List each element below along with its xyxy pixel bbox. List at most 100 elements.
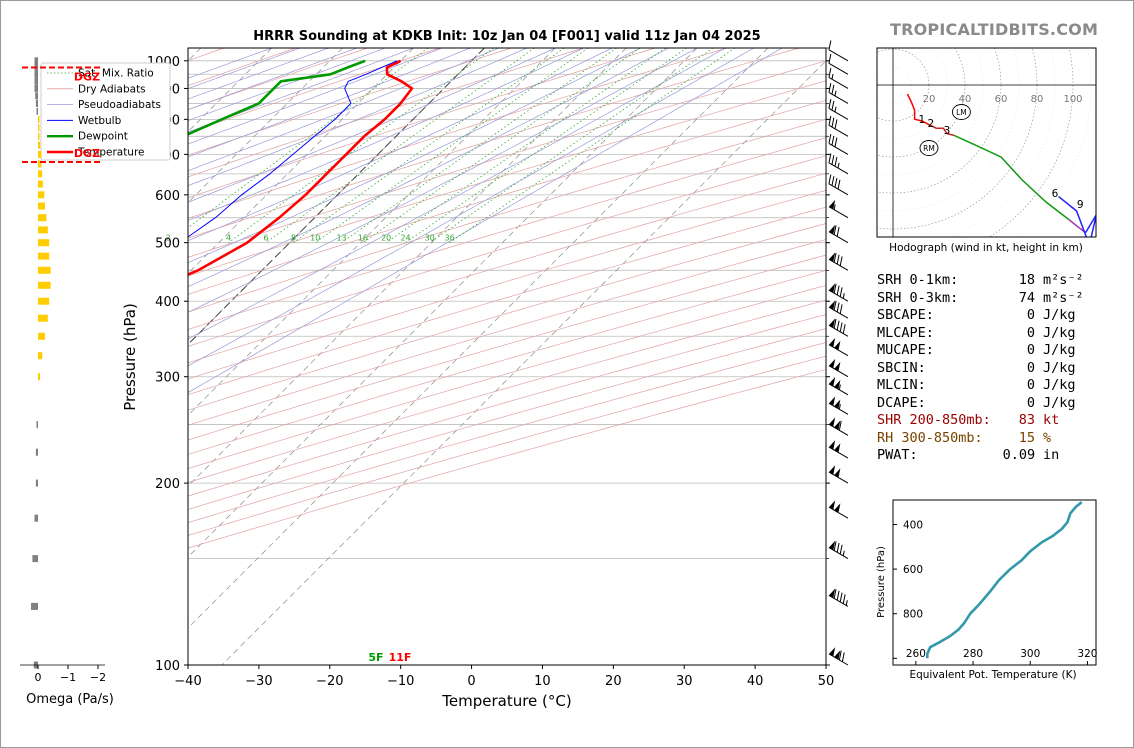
omega-bar xyxy=(36,107,38,115)
omega-bar xyxy=(38,226,48,234)
storm-motion-label: LM xyxy=(956,108,967,117)
dry-adiabat xyxy=(188,118,826,313)
barb-full xyxy=(838,650,842,661)
xtick-label: 40 xyxy=(747,674,764,689)
isotherm xyxy=(188,48,698,558)
omega-bar xyxy=(38,180,43,188)
barb-shaft xyxy=(828,142,849,155)
legend-box xyxy=(40,62,171,161)
mixing-ratio-line xyxy=(362,48,641,244)
hodograph-frame xyxy=(876,47,1097,238)
index-unit: in xyxy=(1043,447,1060,463)
omega-bar xyxy=(34,514,38,522)
barb-shaft xyxy=(828,62,849,75)
dry-adiabat xyxy=(188,48,800,239)
omega-bar xyxy=(38,115,40,123)
theta-e-line xyxy=(925,501,1083,659)
index-label: SBCIN: xyxy=(877,359,926,376)
barb-flag xyxy=(834,443,841,453)
barb-shaft xyxy=(828,402,849,415)
barb-half xyxy=(845,600,848,606)
index-row: SRH 0-3km: 74 m²s⁻² xyxy=(877,290,1127,308)
hodograph-height-label: 6 xyxy=(1052,188,1059,200)
xtick-label: 10 xyxy=(534,674,551,689)
series-dewpoint xyxy=(188,59,366,136)
wind-barb xyxy=(828,318,849,337)
barb-full xyxy=(828,68,832,78)
barb-shaft xyxy=(828,383,849,396)
hodograph-segment xyxy=(1068,219,1087,234)
hodograph-height-label: 9 xyxy=(1077,199,1084,211)
barb-full xyxy=(828,40,832,50)
dry-adiabat xyxy=(188,155,826,347)
ytick-label: 100 xyxy=(155,659,180,674)
skewt-profiles xyxy=(188,59,414,276)
dry-adiabat xyxy=(188,60,826,258)
wind-barb xyxy=(828,540,849,560)
index-label: MLCIN: xyxy=(877,377,926,393)
mixing-ratio-line xyxy=(341,48,617,244)
dry-adiabat xyxy=(188,239,826,426)
dry-adiabat xyxy=(188,48,512,156)
barb-full xyxy=(839,256,843,266)
wind-barb xyxy=(828,337,849,357)
barb-flag xyxy=(834,340,841,351)
barb-full xyxy=(836,302,840,313)
omega-bar xyxy=(34,57,38,65)
pseudoadiabat xyxy=(188,48,357,111)
barb-shaft xyxy=(828,653,849,666)
hodograph-height-label: 2 xyxy=(927,118,934,130)
chart-title: HRRR Sounding at KDKB Init: 10z Jan 04 [… xyxy=(253,29,760,44)
barb-shaft xyxy=(828,547,849,560)
barb-full xyxy=(828,99,832,109)
barb-shaft xyxy=(828,49,849,62)
barb-half xyxy=(842,293,845,299)
dgz-label: DGZ xyxy=(74,147,100,160)
pseudoadiabat xyxy=(188,48,641,264)
wind-barb xyxy=(828,174,849,196)
omega-bar xyxy=(38,170,43,178)
dry-adiabat xyxy=(188,137,826,330)
xtick-label: −40 xyxy=(174,674,201,689)
ytick-label: 600 xyxy=(155,189,180,204)
dry-adiabat xyxy=(188,99,826,295)
barb-shaft xyxy=(828,107,849,120)
barb-shaft xyxy=(828,446,849,459)
barb-half xyxy=(838,384,841,390)
wind-barb xyxy=(828,40,849,62)
dry-adiabat xyxy=(188,48,584,178)
skewt-axes: 1002003004005006007008009001000−40−30−20… xyxy=(147,47,834,689)
mixing-ratio-label: 30 xyxy=(425,234,435,243)
barb-full xyxy=(837,179,841,190)
index-label: SRH 0-1km: xyxy=(877,272,959,288)
barb-shaft xyxy=(828,76,849,89)
dry-adiabat xyxy=(188,172,826,364)
pseudoadiabat xyxy=(188,48,726,340)
omega-bar xyxy=(38,150,42,158)
barb-full xyxy=(838,420,842,431)
hodograph-panel: 20 40 60 80 100 1 23 6 9 LM RM Hodograph (wind in… xyxy=(876,47,1097,254)
theta-e-frame xyxy=(892,499,1097,666)
xtick-label: 30 xyxy=(676,674,693,689)
barb-shaft xyxy=(828,289,849,302)
barb-full xyxy=(839,544,843,555)
pseudoadiabat xyxy=(188,48,698,313)
barb-half xyxy=(834,90,837,96)
omega-bar xyxy=(34,77,38,85)
barb-flag xyxy=(828,337,836,348)
theta-e-ytick-label: 800 xyxy=(903,609,923,621)
mixing-ratio-label: 24 xyxy=(400,234,410,243)
omega-bar xyxy=(38,314,48,322)
barb-full xyxy=(834,119,838,129)
omega-bar xyxy=(38,332,45,340)
omega-bar xyxy=(38,214,47,222)
omega-bar xyxy=(38,202,45,210)
omega-bar xyxy=(38,160,42,168)
ytick-label: 500 xyxy=(155,237,180,252)
mixing-ratio-line xyxy=(385,48,666,244)
surface-dewpoint-label: 5F xyxy=(368,651,383,664)
index-value: 0 xyxy=(1026,359,1036,376)
index-unit: J/kg xyxy=(1043,342,1076,358)
wind-barb xyxy=(828,377,849,396)
